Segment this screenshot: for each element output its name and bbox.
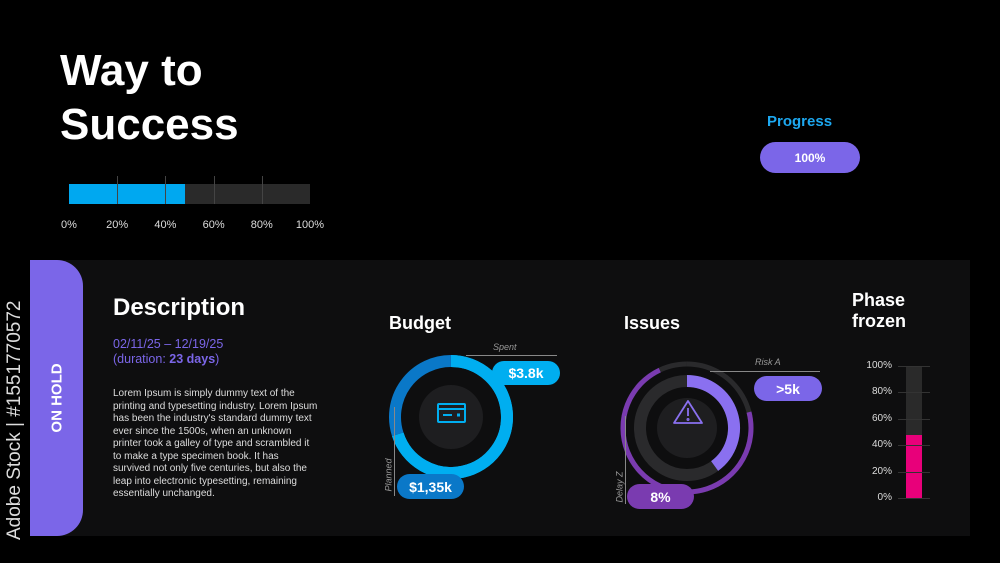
risk-arc (686, 375, 740, 471)
description-title: Description (113, 294, 246, 321)
risk-line (710, 371, 820, 372)
top-progress-tick-label: 100% (295, 219, 325, 231)
phase-gridline (898, 498, 930, 499)
date-range: 02/11/25 – 12/19/25 (duration: 23 days) (113, 337, 223, 367)
top-progress-gridline (117, 176, 119, 204)
progress-pill: 100% (760, 142, 860, 173)
top-progress-fill (69, 184, 185, 204)
phase-tick-label: 80% (871, 386, 892, 398)
phase-tick-label: 100% (866, 360, 892, 371)
delay-value: 8% (627, 484, 694, 509)
top-progress-tick-label: 0% (61, 219, 77, 231)
risk-value: >5k (754, 376, 822, 401)
credit-card-icon (437, 403, 466, 423)
top-progress-tick-label: 60% (202, 219, 225, 231)
top-progress-gridline (261, 176, 263, 204)
top-progress-bar (69, 176, 310, 204)
delay-label: Delay Z (614, 471, 625, 503)
spent-label: Spent (493, 342, 517, 352)
phase-gridline (898, 418, 930, 420)
budget-center (419, 385, 483, 449)
planned-label: Planned (383, 458, 394, 492)
delay-line (625, 416, 626, 504)
top-progress-tick-label: 40% (154, 219, 177, 231)
planned-line (394, 407, 395, 496)
top-progress-tick-label: 20% (106, 219, 129, 231)
phase-tick-label: 40% (871, 439, 892, 451)
phase-gridline (898, 392, 930, 394)
phase-gridline (898, 366, 930, 367)
planned-value: $1,35k (397, 474, 464, 499)
phase-tick-label: 0% (877, 492, 892, 503)
issues-center (657, 398, 717, 458)
phase-tick-label: 60% (871, 412, 892, 424)
description-body: Lorem Ipsum is simply dummy text of the … (113, 388, 318, 499)
phase-fill (906, 434, 922, 498)
top-progress-tick-label: 80% (250, 219, 273, 231)
progress-label: Progress (767, 113, 833, 130)
dates: 02/11/25 – 12/19/25 (113, 337, 224, 351)
phase-tick-label: 20% (871, 465, 892, 477)
spent-value: $3.8k (492, 361, 560, 385)
spent-line (466, 355, 557, 356)
budget-donut (389, 355, 513, 479)
page-title: Way to Success (60, 46, 239, 149)
top-progress-gridline (213, 176, 215, 204)
planned-arc (389, 355, 452, 437)
phase-bar (906, 366, 922, 498)
phase-gridline (898, 471, 930, 473)
warning-icon (673, 400, 703, 424)
duration: (duration: 23 days) (113, 352, 220, 366)
budget-title: Budget (389, 313, 451, 333)
phase-title: Phase frozen (852, 290, 906, 331)
risk-label: Risk A (755, 357, 781, 367)
issues-donut (620, 361, 754, 495)
phase-gridline (898, 445, 930, 447)
issues-title: Issues (624, 313, 681, 333)
top-progress-gridline (165, 176, 167, 204)
spent-arc (392, 355, 513, 479)
status-badge: ON HOLD (30, 260, 83, 536)
